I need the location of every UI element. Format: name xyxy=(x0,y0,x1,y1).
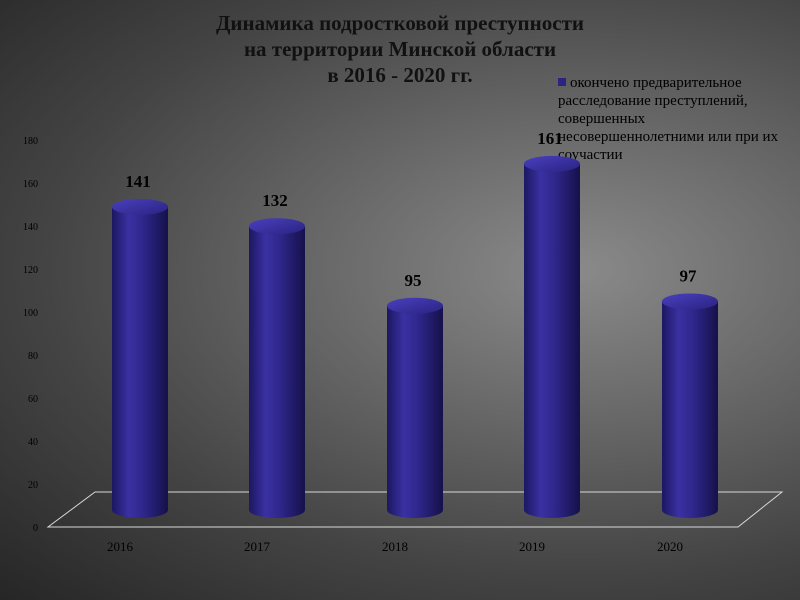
y-tick-label: 100 xyxy=(23,308,38,319)
y-tick-label: 180 xyxy=(23,136,38,147)
y-tick-label: 60 xyxy=(28,394,38,405)
bar-2019 xyxy=(524,155,580,518)
bar-cap xyxy=(387,297,443,314)
x-tick-label: 2020 xyxy=(657,539,683,554)
y-tick-label: 140 xyxy=(23,222,38,233)
y-axis: 0 20 40 60 80 100 120 140 160 180 xyxy=(23,136,38,534)
y-tick-label: 120 xyxy=(23,265,38,276)
legend-label: окончено предварительное расследование п… xyxy=(558,75,779,163)
bar-cap xyxy=(524,155,580,172)
bar-body xyxy=(524,163,580,518)
bar-2018 xyxy=(387,297,443,518)
floor-outline xyxy=(46,491,784,528)
data-label: 161 xyxy=(537,129,563,148)
data-label: 132 xyxy=(262,191,288,210)
data-label: 141 xyxy=(125,172,151,191)
data-labels: 141 132 95 161 97 xyxy=(125,129,697,290)
chart-title-line-3: в 2016 - 2020 гг. xyxy=(327,63,473,87)
chart-title-line-2: на территории Минской области xyxy=(243,37,557,61)
bars-group xyxy=(112,155,718,518)
bar-2020 xyxy=(662,293,718,518)
bar-cap xyxy=(249,218,305,235)
bar-2017 xyxy=(249,218,305,518)
chart-title-line-1: Динамика подростковой преступности xyxy=(215,11,584,35)
bar-body xyxy=(662,301,718,518)
y-tick-label: 160 xyxy=(23,179,38,190)
y-tick-label: 20 xyxy=(28,480,38,491)
x-tick-label: 2016 xyxy=(107,539,134,554)
y-tick-label: 80 xyxy=(28,351,38,362)
bar-cap xyxy=(662,293,718,310)
bar-body xyxy=(112,206,168,518)
bar-cap xyxy=(112,198,168,215)
y-tick-label: 40 xyxy=(28,437,38,448)
x-axis: 2016 2017 2018 2019 2020 xyxy=(107,539,683,554)
x-tick-label: 2018 xyxy=(382,539,408,554)
bar-2016 xyxy=(112,198,168,518)
data-label: 95 xyxy=(405,271,422,290)
data-label: 97 xyxy=(680,266,698,285)
bar-body xyxy=(249,226,305,518)
bar-body xyxy=(387,305,443,518)
chart-floor xyxy=(46,491,784,528)
x-tick-label: 2017 xyxy=(244,539,271,554)
x-tick-label: 2019 xyxy=(519,539,545,554)
chart-legend: окончено предварительное расследование п… xyxy=(558,74,788,164)
y-tick-label: 0 xyxy=(33,523,38,534)
chart-title: Динамика подростковой преступности на те… xyxy=(140,10,660,88)
legend-swatch xyxy=(558,78,566,86)
